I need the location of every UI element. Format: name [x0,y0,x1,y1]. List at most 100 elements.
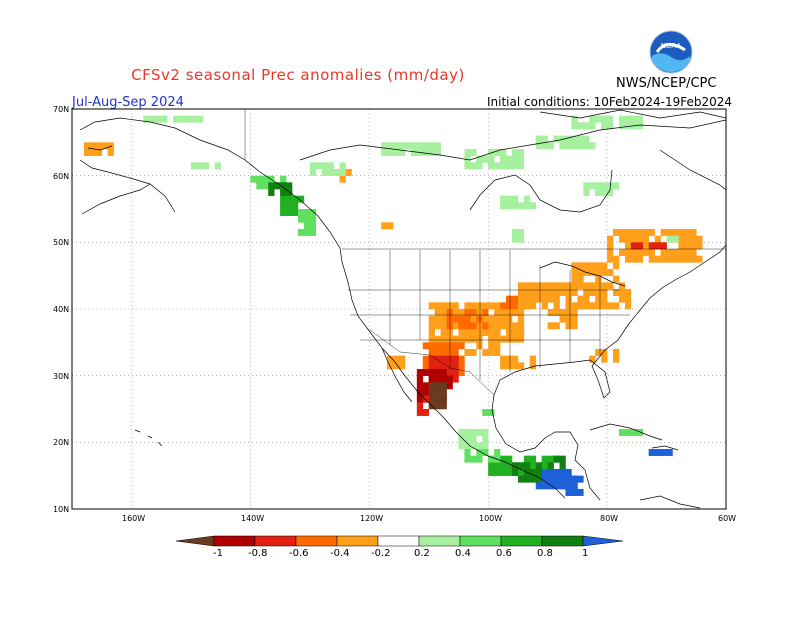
anomaly-cell [607,235,614,243]
anomaly-cell [476,309,483,316]
anomaly-cell [393,142,400,150]
anomaly-cell [440,335,447,343]
anomaly-cell [589,302,596,310]
anomaly-cell [452,309,459,316]
anomaly-cell [535,482,542,490]
anomaly-cell [613,262,620,270]
anomaly-cell [446,309,453,316]
anomaly-cell [470,435,477,443]
anomaly-cell [529,455,537,463]
anomaly-cell [488,329,495,336]
anomaly-cell [291,202,299,210]
anomaly-cell [494,149,501,156]
noaa-logo-icon: NOAA [649,30,693,74]
anomaly-cell [696,242,703,250]
anomaly-cell [214,162,221,170]
anomaly-cell [624,235,632,243]
anomaly-cell [630,235,638,243]
anomaly-cell [511,302,519,310]
anomaly-cell [446,335,453,343]
anomaly-cell [684,229,691,236]
anomaly-cell [440,302,447,310]
anomaly-cell [404,142,412,150]
anomaly-cell [517,302,525,310]
anomaly-cell [529,289,537,296]
anomaly-cell [559,469,566,476]
anomaly-cell [601,262,608,270]
anomaly-cell [517,322,525,330]
anomaly-cell [458,435,465,443]
colorbar-box [500,535,543,547]
anomaly-cell [559,462,566,470]
anomaly-cell [618,122,626,130]
colorbar-box [213,535,256,547]
anomaly-cell [624,302,632,310]
anomaly-cell [630,429,638,436]
anomaly-cell [553,289,560,296]
anomaly-cell [517,289,525,296]
anomaly-cell [517,315,525,323]
anomaly-cell [399,362,406,370]
anomaly-cell [624,429,632,436]
anomaly-cell [470,309,477,316]
anomaly-cell [571,482,578,490]
initial-conditions-label: Initial conditions: 10Feb2024-19Feb2024 [487,95,733,109]
anomaly-cell [494,462,501,470]
anomaly-cell [434,389,441,396]
anomaly-cell [613,349,620,356]
anomaly-cell [595,282,602,290]
colorbar-label-m06: -0.6 [289,548,309,559]
anomaly-cell [399,355,406,363]
anomaly-cell [500,335,507,343]
anomaly-cell [666,255,673,263]
anomaly-cell [476,429,483,436]
anomaly-cell [446,349,453,356]
anomaly-cell [470,302,477,310]
anomaly-cell [470,455,477,463]
anomaly-cell [618,115,626,123]
anomaly-cell [547,475,554,483]
anomaly-cell [506,322,513,330]
anomaly-cell [565,302,572,310]
anomaly-cell [422,142,430,150]
anomaly-cell [571,489,578,496]
anomaly-cell [184,115,192,123]
colorbar-label-04: 0.4 [455,548,471,559]
anomaly-cell [381,222,388,230]
anomaly-cell [565,309,572,316]
anomaly-cell [607,115,614,123]
anomaly-cell [517,295,525,303]
anomaly-cell [648,242,655,250]
anomaly-cell [523,295,531,303]
anomaly-cell [589,122,596,130]
anomaly-cell [636,429,644,436]
anomaly-cell [660,249,667,256]
anomaly-cell [291,195,299,203]
anomaly-cell [690,235,697,243]
anomaly-cell [618,289,626,296]
anomaly-cell [660,242,667,250]
colorbar-arrow-low [175,535,215,547]
anomaly-cell [506,155,513,163]
anomaly-cell [416,382,424,390]
anomaly-cell [517,462,525,470]
anomaly-cell [286,182,293,190]
anomaly-cell [589,115,596,123]
anomaly-cell [553,475,560,483]
anomaly-cell [571,135,578,143]
anomaly-cell [303,215,311,223]
anomaly-cell [535,469,542,476]
anomaly-cell [434,142,441,150]
anomaly-cell [565,135,572,143]
anomaly-cell [494,322,501,330]
anomaly-cell [440,402,447,410]
anomaly-cell [511,195,519,203]
anomaly-cell [500,322,507,330]
anomaly-cell [434,349,441,356]
anomaly-cell [500,362,507,370]
anomaly-cell [399,149,406,156]
anomaly-cell [440,355,447,363]
anomaly-cell [309,229,317,236]
anomaly-cell [446,355,453,363]
anomaly-cell [286,209,293,216]
